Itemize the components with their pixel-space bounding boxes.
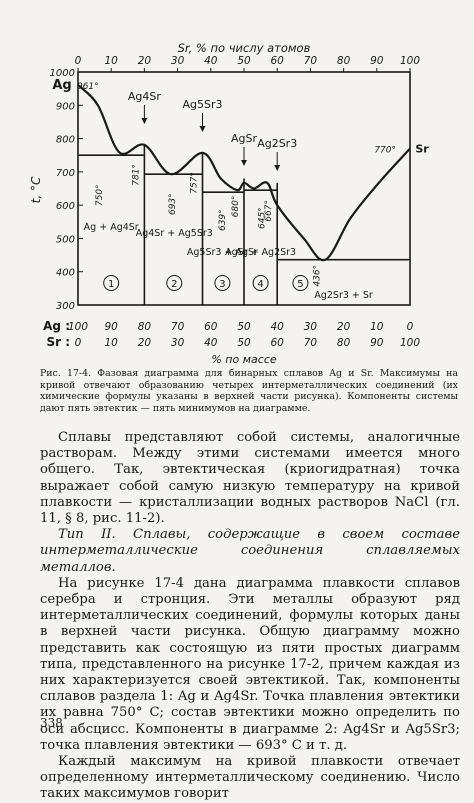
top-tick-label: 30: [171, 55, 185, 67]
section-number: 2: [171, 279, 177, 290]
region-label: AgSr + Ag2Sr3: [225, 247, 296, 258]
section-circle: [292, 275, 309, 291]
y-tick-label: 400: [56, 268, 75, 279]
compound-arrowhead: [241, 160, 247, 166]
compound-formula-label: Ag5Sr3: [182, 98, 222, 111]
top-tick-label: 10: [105, 55, 119, 67]
compound-formula-label: Ag2Sr3: [257, 137, 297, 150]
ag-row-value: 0: [407, 321, 414, 333]
paragraph: На рисунке 17-4 дана диаграмма плавкости…: [40, 575, 460, 753]
temperature-label: 750°: [95, 184, 105, 206]
top-tick-label: 50: [237, 55, 251, 67]
sr-row-value: 100: [400, 337, 420, 349]
sr-row-value: 60: [271, 337, 285, 349]
sr-row-value: 80: [337, 337, 351, 349]
top-tick-label: 70: [304, 55, 318, 67]
compound-formula-label: AgSr: [231, 132, 257, 145]
temperature-label: 961°: [77, 82, 99, 92]
ag-row-value: 30: [304, 321, 318, 333]
sr-row-value: 40: [204, 337, 218, 349]
paragraph: Каждый максимум на кривой плавкости отве…: [40, 754, 460, 802]
section-number: 1: [108, 279, 114, 290]
y-axis-label: t, °C: [29, 176, 43, 203]
element-sr-label: Sr: [415, 143, 429, 156]
section-circle: [166, 275, 183, 291]
caption-lead: Рис. 17-4.: [40, 368, 92, 379]
sr-row-label: Sr :: [46, 335, 70, 349]
compound-arrowhead: [199, 126, 206, 132]
section-number: 5: [297, 279, 303, 290]
caption-text: Фазовая диаграмма для бинарных сплавов A…: [40, 368, 458, 414]
top-tick-label: 20: [138, 55, 152, 67]
temperature-label: 770°: [374, 146, 396, 156]
temperature-label: 680°: [231, 196, 241, 218]
sr-row-value: 50: [237, 337, 251, 349]
ag-row-value: 40: [271, 321, 285, 333]
ag-row-value: 60: [204, 321, 218, 333]
page-number: 338: [40, 716, 63, 730]
region-label: Ag2Sr3 + Sr: [314, 290, 373, 301]
element-ag-label: Ag: [52, 78, 71, 93]
ag-row-label: Ag :: [43, 319, 70, 333]
sr-row-value: 90: [370, 337, 384, 349]
section-number: 3: [219, 279, 225, 290]
y-tick-label: 1000: [50, 68, 75, 79]
section-number: 4: [257, 279, 263, 290]
y-tick-label: 500: [56, 234, 75, 245]
temperature-label: 693°: [168, 193, 178, 215]
sr-row-value: 0: [75, 337, 82, 349]
sr-row-value: 30: [171, 337, 185, 349]
temperature-label: 645°: [258, 207, 268, 229]
body-text: Сплавы представляют собой системы, анало…: [40, 430, 460, 803]
ag-row-value: 90: [105, 321, 119, 333]
temperature-label: 436°: [312, 265, 322, 287]
temperature-label: 667°: [264, 200, 274, 222]
figure-caption: Рис. 17-4. Фазовая диаграмма для бинарны…: [40, 368, 458, 414]
top-axis-title: Sr, % по числу атомов: [178, 41, 311, 55]
temperature-label: 781°: [131, 164, 141, 186]
top-tick-label: 40: [204, 55, 218, 67]
top-tick-label: 90: [370, 55, 384, 67]
paragraph: Тип II. Сплавы, содержащие в своем соста…: [40, 527, 460, 575]
ag-row-value: 50: [237, 321, 251, 333]
sr-row-value: 20: [138, 337, 152, 349]
ag-row-value: 20: [337, 321, 351, 333]
ag-row-value: 80: [138, 321, 152, 333]
top-tick-label: 100: [400, 55, 420, 67]
y-tick-label: 600: [56, 201, 75, 212]
ag-row-value: 100: [68, 321, 88, 333]
region-label: Ag + Ag4Sr: [84, 222, 139, 233]
section-circle: [214, 275, 231, 291]
section-circle: [252, 275, 269, 291]
top-tick-label: 80: [337, 55, 351, 67]
ag-row-value: 10: [370, 321, 384, 333]
y-tick-label: 700: [56, 168, 75, 179]
y-tick-label: 300: [56, 301, 75, 312]
compound-arrowhead: [141, 118, 148, 124]
y-tick-label: 800: [56, 135, 75, 146]
temperature-label: 639°: [218, 209, 228, 231]
temperature-label: 757°: [190, 172, 200, 194]
sr-row-value: 10: [105, 337, 119, 349]
top-tick-label: 60: [271, 55, 285, 67]
top-tick-label: 0: [75, 55, 82, 67]
compound-arrowhead: [274, 165, 281, 171]
paragraph: Сплавы представляют собой системы, анало…: [40, 430, 460, 527]
y-tick-label: 900: [56, 101, 75, 112]
compound-formula-label: Ag4Sr: [128, 90, 161, 103]
region-label: Ag5Sr3 + AgSr: [187, 247, 258, 258]
sr-row-value: 70: [304, 337, 318, 349]
ag-row-value: 70: [171, 321, 185, 333]
region-label: Ag4Sr + Ag5Sr3: [136, 228, 213, 239]
section-circle: [103, 275, 120, 291]
bottom-axis-title: % по массе: [211, 353, 277, 366]
